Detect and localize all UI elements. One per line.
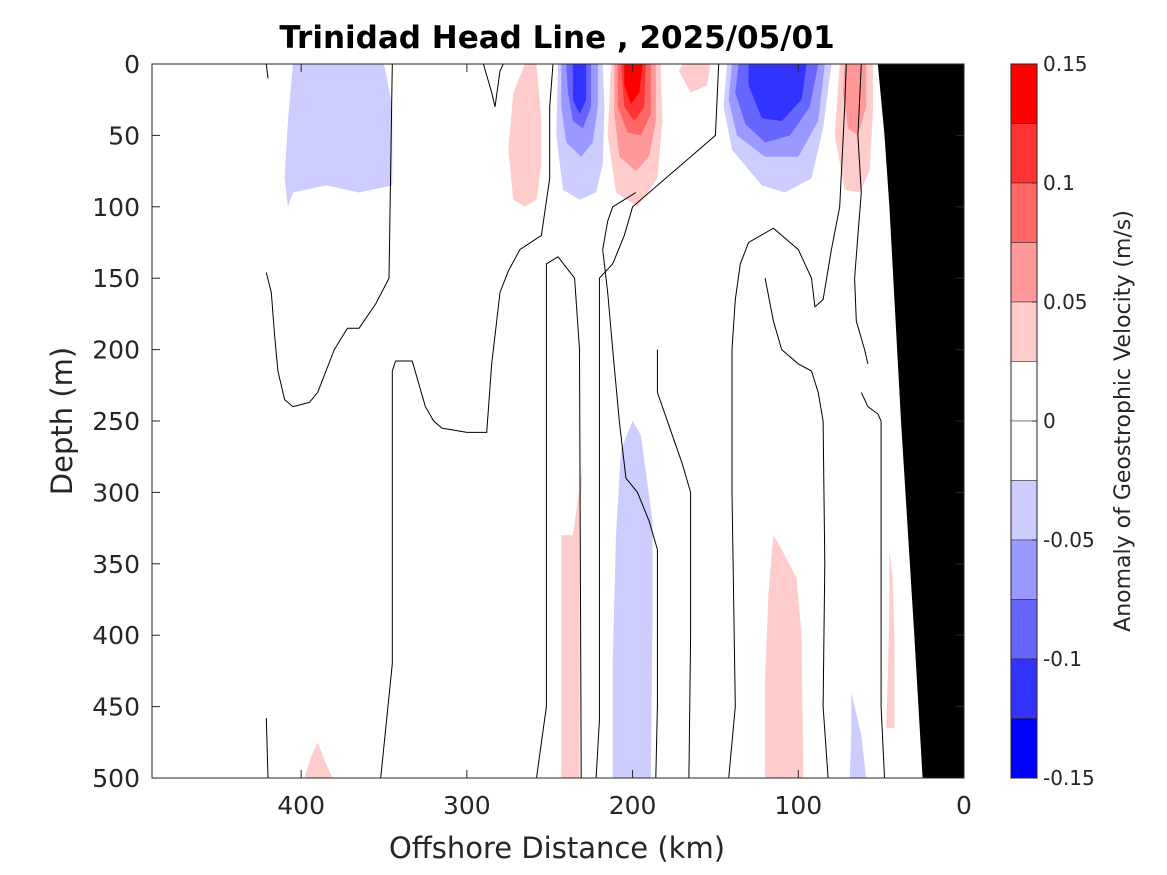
seafloor-mask [877,64,964,778]
colorbar-swatch-8 [1010,480,1038,541]
anomaly-region-25 [849,692,867,778]
y-tick-label: 150 [92,264,140,293]
contour-lines [265,64,907,778]
anomaly-region-1 [284,64,393,207]
y-tick-label: 500 [92,764,140,793]
anomaly-region-16 [748,64,807,122]
y-tick-label: 300 [92,478,140,507]
x-tick-label: 400 [277,791,325,820]
contour-line-3 [380,64,554,778]
y-tick-label: 400 [92,621,140,650]
y-tick-label: 450 [92,693,140,722]
x-axis-ticks: 400 300 200 100 0 [277,64,972,820]
anomaly-region-22 [561,463,583,778]
x-tick-label: 0 [956,791,972,820]
colorbar-tick-label: 0.1 [1043,171,1075,195]
x-tick-label: 100 [774,791,822,820]
anomaly-region-23 [607,421,653,778]
x-axis-label: Offshore Distance (km) [389,831,725,865]
colorbar: 0.15 0.1 0.05 0 -0.05 -0.1 -0.15 [1010,52,1095,790]
colorbar-swatch-12 [1010,718,1038,779]
y-tick-label: 200 [92,336,140,365]
anomaly-region-2 [508,64,542,207]
colorbar-swatch-3 [1010,182,1038,243]
colorbar-swatch-5 [1010,301,1038,362]
x-tick-label: 200 [609,791,657,820]
anomaly-region-26 [886,549,895,728]
colorbar-tick-label: -0.15 [1043,766,1095,790]
contour-line-6 [595,64,720,778]
colorbar-tick-label: 0.05 [1043,290,1088,314]
contour-line-12 [854,64,869,365]
colorbar-swatch-7 [1010,420,1038,481]
anomaly-region-27 [304,742,333,778]
colorbar-swatch-1 [1010,63,1038,124]
chart-title: Trinidad Head Line , 2025/05/01 [279,20,834,56]
colorbar-tick-label: 0 [1043,409,1056,433]
colorbar-swatch-2 [1010,123,1038,184]
y-axis-label: Depth (m) [45,347,79,495]
colorbar-tick-label: -0.05 [1043,528,1095,552]
contour-line-2 [265,64,393,408]
velocity-anomaly-regions [284,64,911,778]
contour-line-10 [764,278,829,778]
contour-line-8 [656,349,692,778]
colorbar-swatch-6 [1010,361,1038,422]
colorbar-swatch-10 [1010,599,1038,660]
colorbar-tick-label: -0.1 [1043,647,1082,671]
anomaly-region-11 [624,64,643,104]
contour-line-9 [728,64,847,778]
colorbar-tick-label: 0.15 [1043,52,1088,76]
colorbar-swatch-9 [1010,539,1038,600]
contour-line-5 [536,256,582,778]
y-tick-label: 250 [92,407,140,436]
anomaly-region-6 [572,64,587,114]
colorbar-swatch-4 [1010,242,1038,303]
colorbar-swatch-11 [1010,658,1038,719]
contour-line-14 [265,717,269,778]
x-tick-label: 300 [443,791,491,820]
contour-line-1 [265,64,269,79]
contour-line-11 [860,392,885,778]
y-tick-label: 100 [92,193,140,222]
y-axis-ticks: 0 50 100 150 200 250 300 350 400 450 500 [92,50,964,793]
colorbar-label: Anomaly of Geostrophic Velocity (m/s) [1111,210,1136,632]
contour-line-4 [482,64,504,107]
anomaly-region-24 [765,535,804,778]
y-tick-label: 0 [124,50,140,79]
contour-line-7 [602,192,658,778]
y-tick-label: 350 [92,550,140,579]
y-tick-label: 50 [108,121,140,150]
anomaly-region-12 [679,64,711,93]
